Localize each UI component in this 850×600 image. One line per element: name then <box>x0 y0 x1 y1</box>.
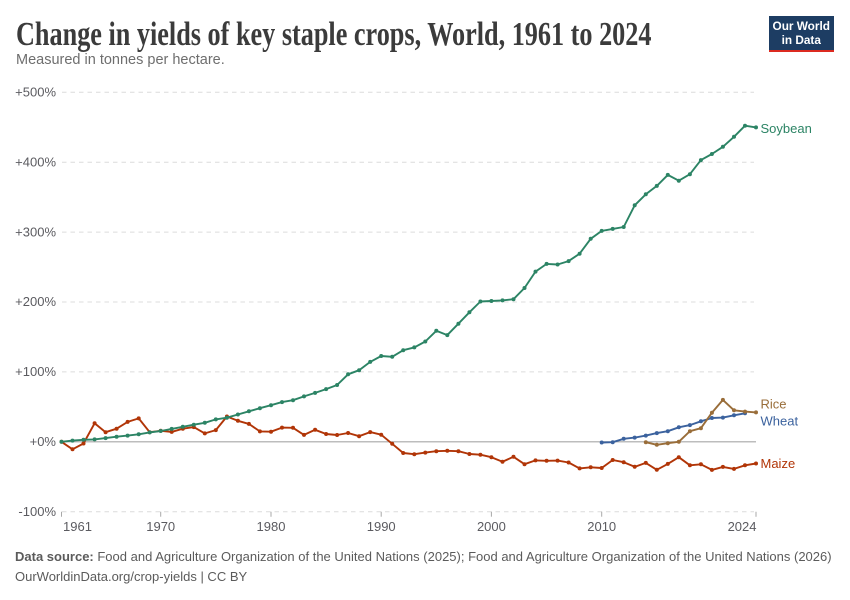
svg-text:1961: 1961 <box>63 519 92 534</box>
svg-text:Wheat: Wheat <box>761 414 799 429</box>
svg-text:+200%: +200% <box>15 294 56 309</box>
svg-text:+0%: +0% <box>30 434 57 449</box>
svg-text:+100%: +100% <box>15 364 56 379</box>
svg-text:Maize: Maize <box>761 456 796 471</box>
svg-text:1990: 1990 <box>367 519 396 534</box>
svg-text:-100%: -100% <box>18 504 56 519</box>
svg-text:2000: 2000 <box>477 519 506 534</box>
svg-text:Soybean: Soybean <box>761 121 812 136</box>
svg-text:2024: 2024 <box>728 519 757 534</box>
svg-text:+300%: +300% <box>15 224 56 239</box>
svg-text:2010: 2010 <box>587 519 616 534</box>
svg-text:Rice: Rice <box>761 397 787 412</box>
svg-text:1980: 1980 <box>257 519 286 534</box>
svg-text:+500%: +500% <box>15 85 56 100</box>
svg-text:1970: 1970 <box>146 519 175 534</box>
svg-text:+400%: +400% <box>15 154 56 169</box>
